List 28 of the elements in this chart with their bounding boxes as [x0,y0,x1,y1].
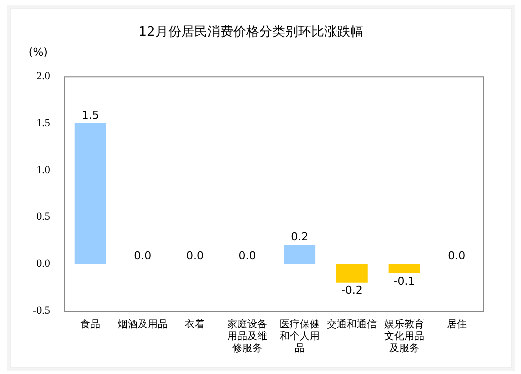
data-label: 0.0 [238,249,256,262]
data-label: -0.1 [394,274,416,288]
bar [284,245,316,264]
x-tick-label: 家庭设备用品及维修服务 [228,318,268,355]
y-tick-label: 0.5 [36,211,51,224]
data-label: 0.0 [448,249,466,262]
data-label: -0.2 [341,284,363,298]
bar [74,123,106,264]
data-label: 0.2 [291,230,309,244]
bar [336,264,368,283]
x-tick-label: 医疗保健和个人用品 [280,318,320,355]
x-tick-label: 交通和通信 [327,318,378,331]
x-tick-label: 居住 [446,320,467,331]
y-tick-label: -0.5 [32,304,51,317]
y-tick-label: 2.0 [36,70,51,82]
y-axis-title: (%) [28,46,48,59]
bar [388,264,420,274]
x-tick-label: 衣着 [185,318,206,331]
x-tick-label: 食品 [80,318,101,331]
data-label: 1.5 [82,108,100,122]
y-tick-label: 1.0 [36,164,51,176]
x-tick-label: 烟酒及用品 [118,318,168,331]
x-tick-label: 娱乐教育文化用品及服务 [384,318,425,355]
data-label: 0.0 [186,249,204,262]
data-label: 0.0 [134,249,152,262]
chart-title: 12月份居民消费价格分类别环比涨跌幅 [138,25,364,40]
y-tick-label: 0.0 [36,258,51,270]
y-tick-label: 1.5 [36,117,51,130]
